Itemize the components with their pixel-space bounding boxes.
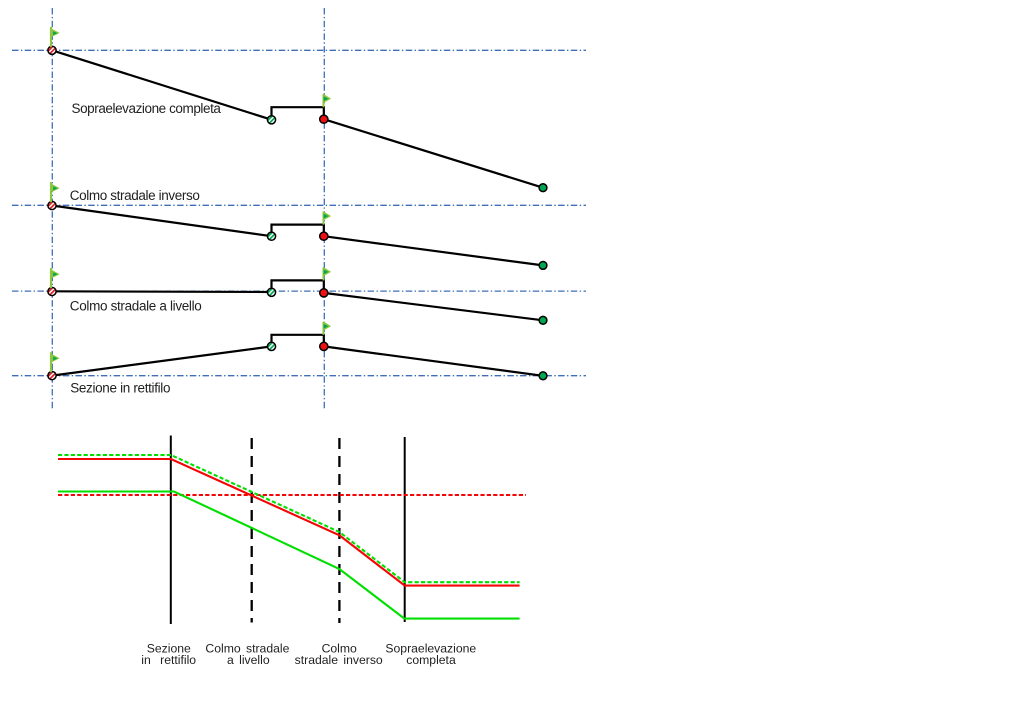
svg-text:Sopraelevazione: Sopraelevazione xyxy=(385,641,476,655)
svg-text:Sezione in rettifilo: Sezione in rettifilo xyxy=(70,380,170,395)
svg-text:in rettifilo: in rettifilo xyxy=(141,653,196,667)
svg-text:Colmo stradale inverso: Colmo stradale inverso xyxy=(70,188,200,203)
svg-text:Colmo stradale: Colmo stradale xyxy=(205,641,289,655)
svg-text:stradale inverso: stradale inverso xyxy=(295,653,383,667)
svg-text:Colmo: Colmo xyxy=(322,641,357,655)
svg-text:completa: completa xyxy=(406,653,456,667)
svg-text:Sopraelevazione completa: Sopraelevazione completa xyxy=(72,101,222,116)
svg-text:Sezione: Sezione xyxy=(147,641,191,655)
svg-text:Colmo stradale a livello: Colmo stradale a livello xyxy=(70,299,202,314)
svg-text:a livello: a livello xyxy=(227,653,270,667)
